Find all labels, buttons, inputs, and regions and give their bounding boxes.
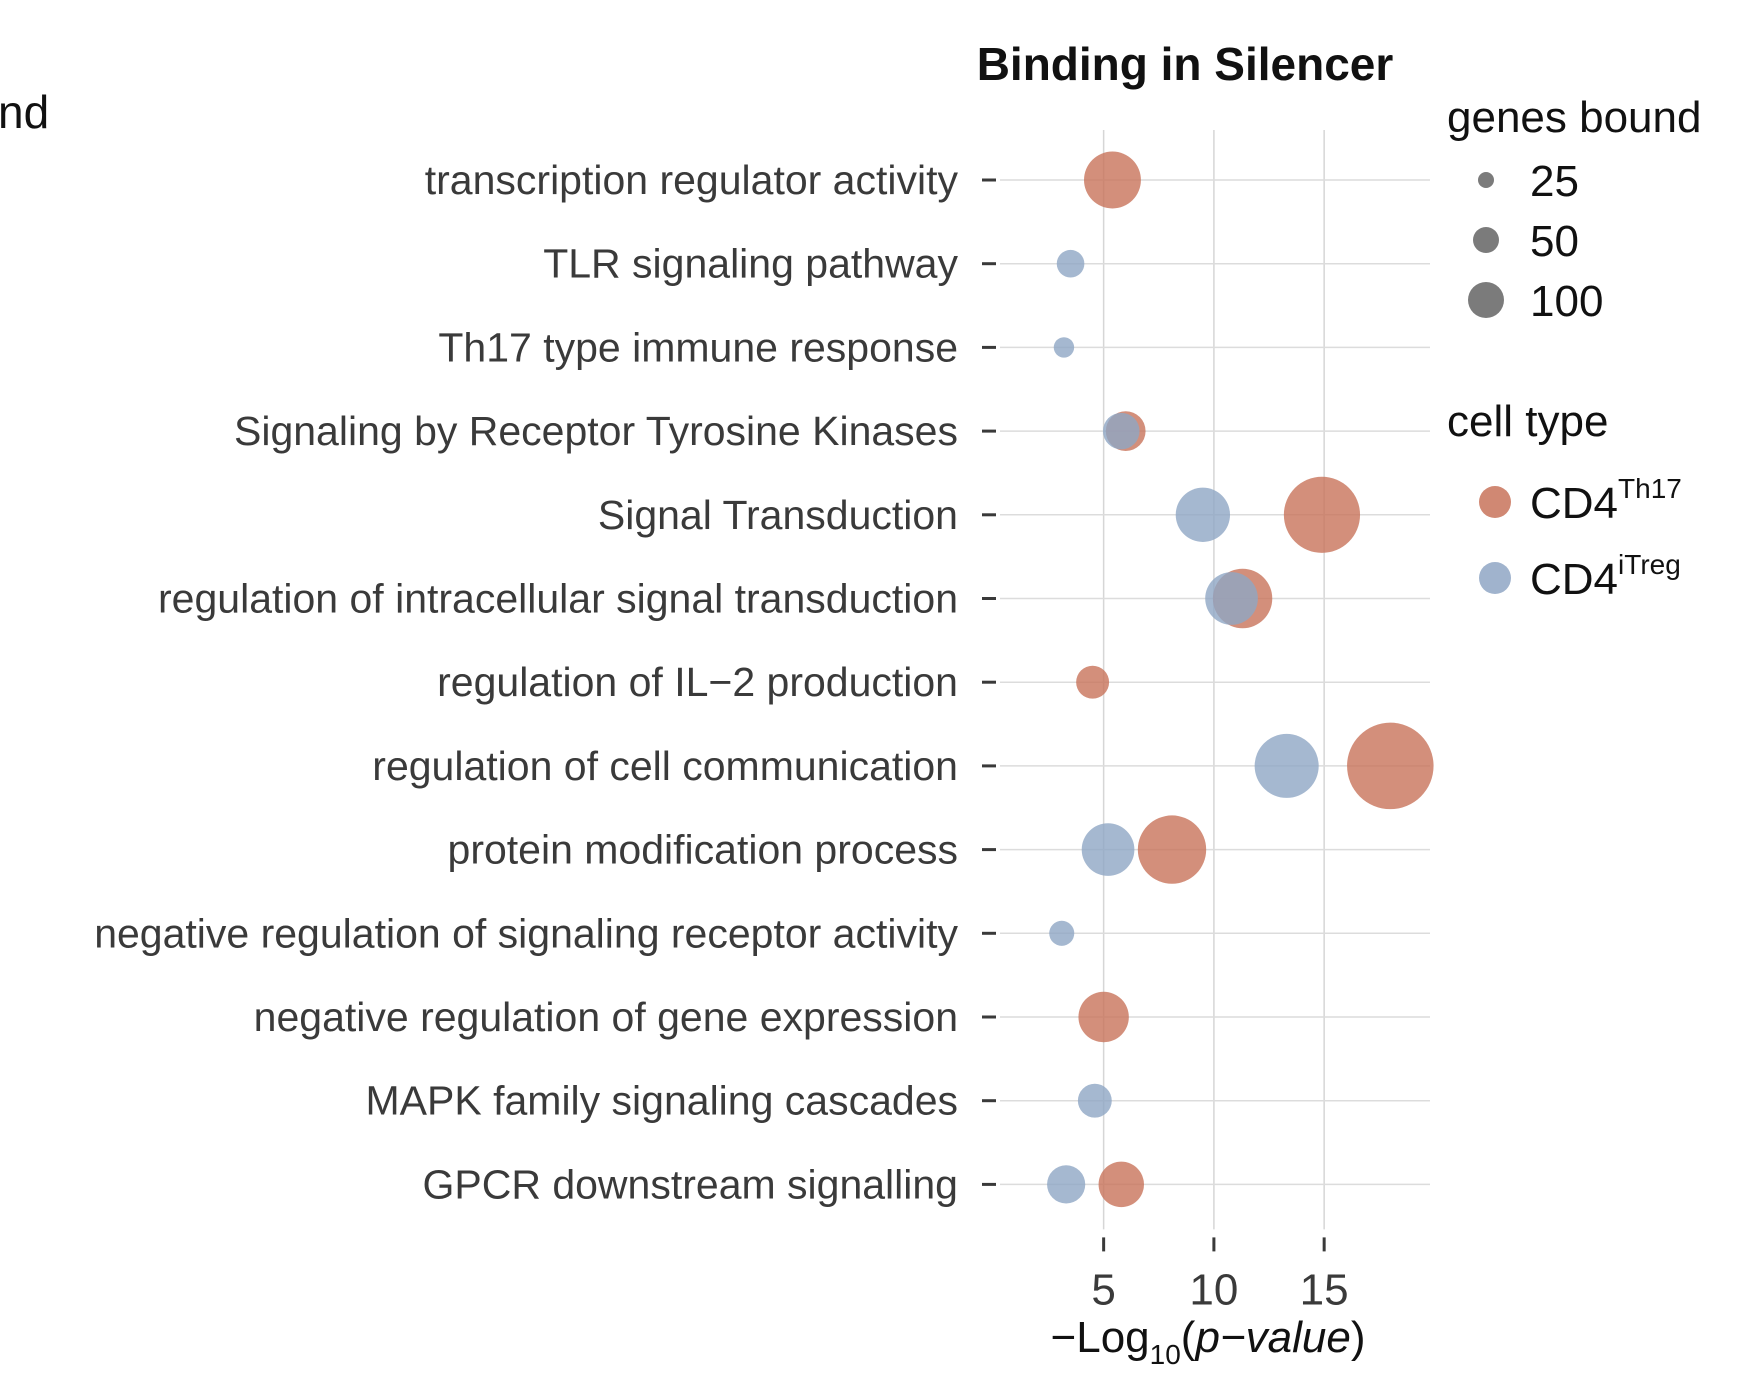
legend-color-superscript: Th17 <box>1618 473 1682 504</box>
x-axis-title-close: ) <box>1351 1313 1366 1362</box>
grid-lines <box>1000 130 1430 1230</box>
x-tick-label: 10 <box>1189 1265 1238 1314</box>
data-point <box>1283 476 1361 553</box>
x-axis-title-italic: p−value <box>1193 1313 1350 1362</box>
data-point <box>1077 1083 1112 1118</box>
legend-size-label: 100 <box>1530 277 1603 326</box>
x-axis-title-open: ( <box>1181 1313 1196 1362</box>
category-label: Signaling by Receptor Tyrosine Kinases <box>234 408 958 454</box>
data-point <box>1205 572 1258 625</box>
data-point <box>1078 991 1129 1043</box>
x-axis-title-subscript: 10 <box>1150 1339 1181 1370</box>
data-point <box>1137 815 1207 884</box>
category-label: negative regulation of gene expression <box>254 994 958 1040</box>
data-point <box>1254 733 1319 798</box>
x-axis-title-prefix: −Log <box>1051 1313 1150 1362</box>
data-point <box>1347 722 1434 810</box>
x-axis-title: −Log10(p−value) <box>1051 1313 1366 1370</box>
category-label: TLR signaling pathway <box>543 241 958 287</box>
legend-size-label: 25 <box>1530 157 1579 206</box>
data-point <box>1103 412 1140 450</box>
x-tick-label: 15 <box>1300 1265 1349 1314</box>
x-axis: 5 10 15 <box>1091 1237 1349 1314</box>
data-point <box>1053 337 1075 358</box>
category-label: regulation of cell communication <box>372 743 958 789</box>
legend-color-label: CD4Th17 <box>1530 473 1682 528</box>
legend-color-superscript: iTreg <box>1618 549 1681 580</box>
category-label: negative regulation of signaling recepto… <box>94 910 958 956</box>
chart-title: Binding in Silencer <box>977 38 1394 90</box>
legend-size-key <box>1478 172 1494 188</box>
data-point <box>1076 665 1110 699</box>
legend-size-key <box>1473 227 1499 253</box>
data-point <box>1175 487 1231 542</box>
data-points <box>1047 151 1434 1208</box>
data-point <box>1047 1165 1086 1204</box>
legend-color-key <box>1479 562 1511 594</box>
legend-size-title: genes bound <box>1447 93 1701 142</box>
category-label: Th17 type immune response <box>438 324 958 370</box>
category-label: MAPK family signaling cascades <box>366 1078 958 1124</box>
legend-cell-type: cell type CD4Th17 CD4iTreg <box>1447 397 1682 604</box>
data-point <box>1049 920 1075 946</box>
category-labels: transcription regulator activity TLR sign… <box>94 157 996 1207</box>
category-label: protein modification process <box>448 827 958 873</box>
legend-genes-bound: genes bound 25 50 100 <box>1447 93 1701 326</box>
legend-color-title: cell type <box>1447 397 1608 446</box>
category-label: regulation of IL−2 production <box>437 659 958 705</box>
x-tick-label: 5 <box>1091 1265 1115 1314</box>
legend-size-label: 50 <box>1530 217 1579 266</box>
data-point <box>1056 249 1085 278</box>
category-label: Signal Transduction <box>598 492 958 538</box>
data-point <box>1081 823 1135 876</box>
category-label: regulation of intracellular signal trans… <box>158 576 958 622</box>
legend-color-key <box>1479 486 1511 518</box>
cut-off-legend-text: nd <box>0 86 50 138</box>
data-point <box>1098 1161 1145 1208</box>
category-label: GPCR downstream signalling <box>422 1161 958 1207</box>
category-label: transcription regulator activity <box>425 157 959 203</box>
legend-color-label: CD4iTreg <box>1530 549 1681 604</box>
legend-size-key <box>1468 282 1504 318</box>
data-point <box>1084 151 1141 209</box>
